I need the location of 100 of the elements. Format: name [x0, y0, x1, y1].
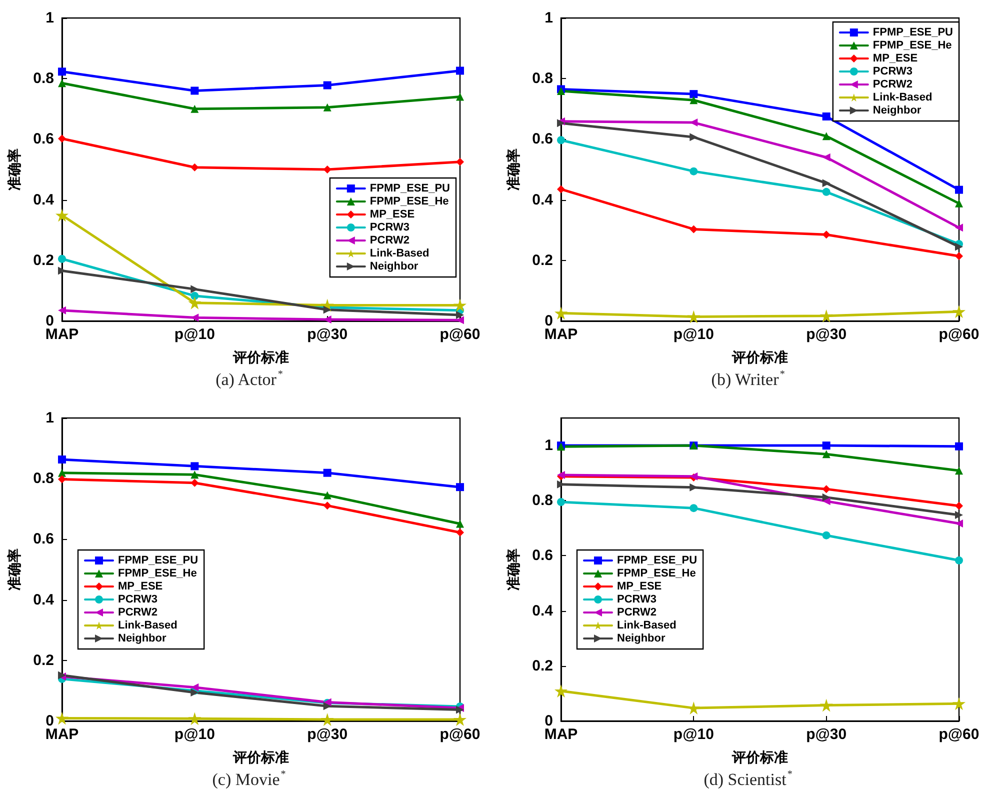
point: [323, 491, 332, 500]
y-axis-title: 准确率: [505, 148, 522, 190]
legend-label: FPMP_ESE_He: [370, 196, 449, 208]
point: [955, 502, 963, 510]
point: [456, 66, 464, 75]
point: [822, 450, 830, 458]
legend-label: Link-Based: [617, 620, 676, 632]
y-tick-label: 0.6: [532, 130, 553, 148]
point: [456, 92, 464, 101]
point: [690, 225, 698, 234]
point: [190, 470, 199, 479]
point: [955, 224, 963, 232]
point: [955, 252, 963, 260]
point: [955, 199, 963, 208]
point: [822, 132, 830, 140]
legend-label: FPMP_ESE_PU: [370, 182, 450, 194]
point: [690, 167, 698, 176]
point: [955, 510, 963, 519]
y-axis-title: 准确率: [6, 148, 23, 190]
legend-label: PCRW2: [872, 78, 912, 90]
legend-label: Neighbor: [617, 632, 666, 644]
legend-label: Neighbor: [872, 104, 922, 116]
point: [323, 468, 332, 477]
point: [323, 502, 332, 510]
point: [952, 697, 966, 710]
legend-label: FPMP_ESE_PU: [118, 554, 198, 566]
legend-label: PCRW3: [370, 222, 410, 234]
point: [456, 528, 464, 537]
x-axis-title: 评价标准: [232, 750, 289, 766]
x-axis-title: 评价标准: [731, 350, 788, 366]
point: [952, 305, 966, 318]
legend-label: PCRW3: [872, 66, 912, 78]
point: [323, 103, 332, 112]
point: [820, 309, 833, 322]
point: [557, 185, 565, 194]
point: [955, 186, 963, 194]
point: [955, 442, 963, 450]
y-tick-label: 0.4: [532, 191, 554, 208]
legend-label: PCRW3: [617, 594, 657, 606]
legend-label: MP_ESE: [370, 208, 415, 220]
x-tick-label: p@30: [806, 326, 847, 343]
x-tick-label: p@10: [673, 326, 714, 343]
point: [955, 466, 963, 475]
legend-label: Neighbor: [370, 260, 419, 272]
legend-label: PCRW3: [118, 594, 158, 606]
point: [190, 163, 199, 172]
legend-label: MP_ESE: [617, 580, 662, 592]
point: [690, 90, 698, 98]
text: (d) Scientist*: [704, 769, 792, 789]
point: [822, 153, 830, 162]
point: [190, 478, 199, 487]
y-axis-title: 准确率: [505, 548, 522, 590]
legend-label: PCRW2: [617, 606, 657, 618]
legend-label: PCRW2: [370, 234, 410, 246]
point: [554, 684, 568, 698]
x-tick-label: p@60: [938, 726, 980, 743]
y-tick-label: 1: [46, 10, 54, 26]
y-tick-label: 0.8: [532, 492, 553, 510]
point: [690, 133, 698, 142]
y-tick-label: 1: [544, 10, 553, 26]
point: [822, 531, 830, 540]
point: [687, 310, 700, 324]
y-axis-title: 准确率: [6, 548, 23, 590]
y-tick-label: 0.2: [33, 252, 54, 269]
point: [58, 468, 66, 477]
point: [320, 712, 334, 726]
point: [58, 456, 66, 464]
legend-label: Link-Based: [872, 92, 932, 104]
y-tick-label: 0.6: [532, 547, 553, 564]
y-tick-label: 1: [544, 437, 553, 454]
x-tick-label: p@30: [307, 726, 348, 743]
point: [58, 254, 66, 263]
point: [58, 68, 66, 76]
point: [822, 497, 830, 506]
point: [454, 712, 466, 726]
point: [955, 242, 963, 251]
legend-label: MP_ESE: [118, 580, 163, 592]
x-tick-label: p@60: [938, 326, 980, 343]
point: [323, 166, 332, 174]
point: [58, 79, 66, 88]
point: [822, 188, 830, 196]
legend-label: MP_ESE: [872, 52, 918, 64]
point: [190, 86, 199, 95]
point: [822, 179, 830, 188]
legend-label: FPMP_ESE_He: [872, 40, 952, 52]
y-tick-label: 0.6: [33, 130, 54, 148]
point: [323, 81, 332, 90]
point: [822, 442, 830, 450]
y-tick-label: 0.8: [532, 70, 553, 88]
point: [820, 698, 833, 712]
x-tick-label: p@60: [440, 726, 480, 743]
x-tick-label: p@10: [174, 726, 215, 743]
y-tick-label: 0.2: [532, 657, 553, 674]
x-axis-title: 评价标准: [731, 750, 788, 766]
point: [188, 712, 202, 726]
point: [822, 493, 830, 502]
text: (a) Actor*: [216, 369, 283, 389]
point: [456, 520, 464, 528]
legend-label: Neighbor: [118, 632, 167, 644]
x-tick-label: p@10: [174, 326, 215, 343]
